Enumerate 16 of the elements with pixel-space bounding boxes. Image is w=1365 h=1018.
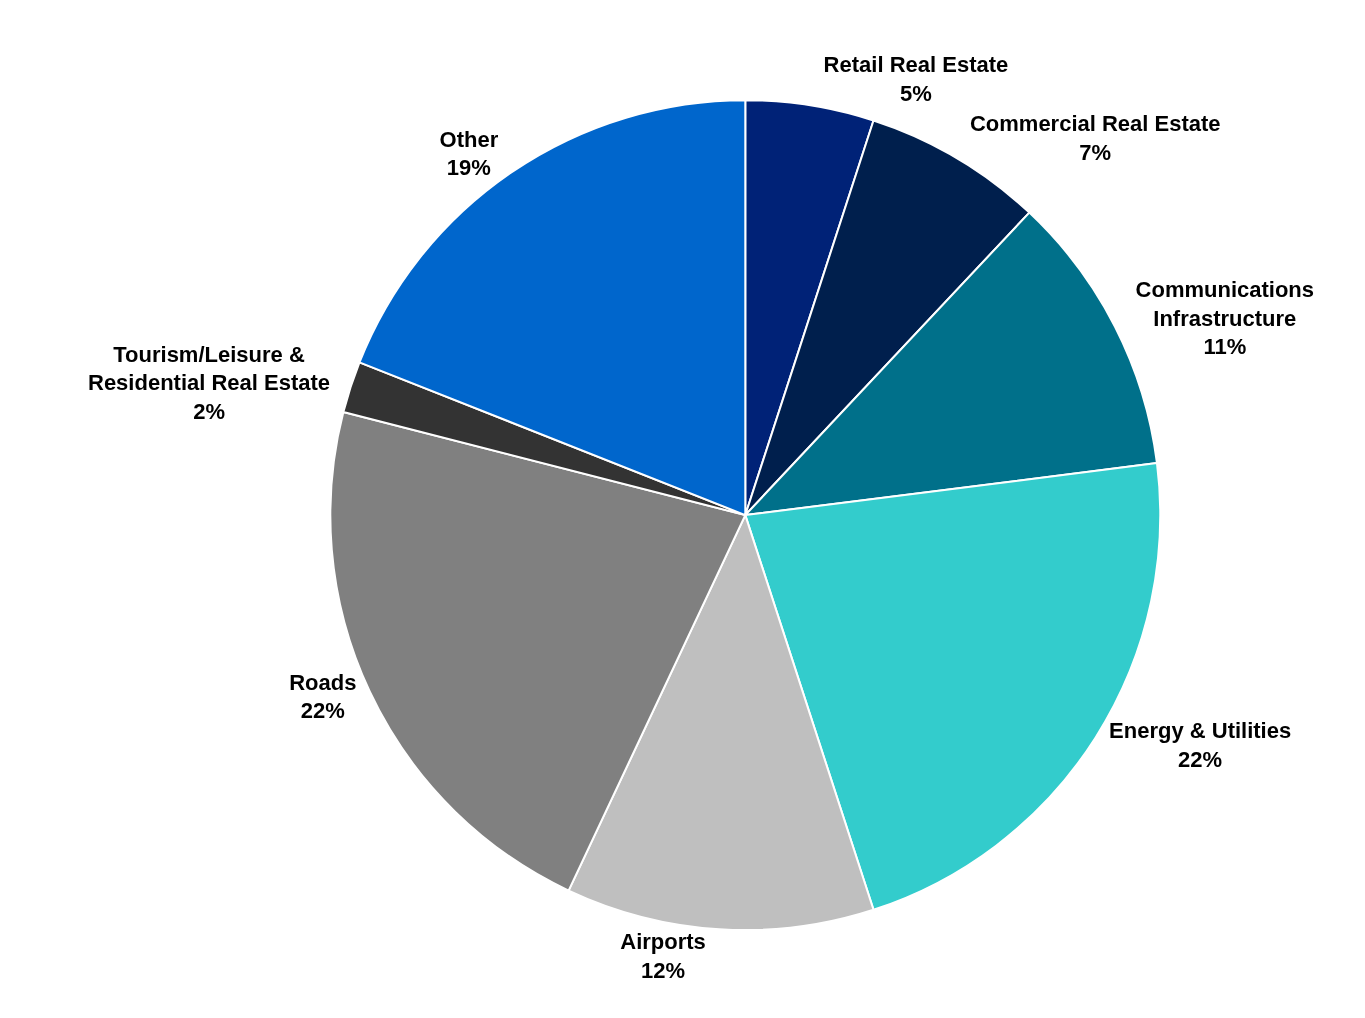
slice-label: Retail Real Estate [823,52,1009,78]
data-label: 19% [446,155,491,181]
slice-label: Airports [620,929,706,955]
slice-label: Roads [289,669,357,695]
slice-label: Energy & Utilities [1109,718,1292,744]
data-label: 22% [1178,746,1223,772]
slice-label: Communications Infrastructure [1135,277,1315,331]
data-label: 2% [193,399,225,425]
data-label: 11% [1203,334,1247,360]
data-label: 12% [641,957,686,983]
slice-label: Tourism/Leisure & Residential Real Estate [87,341,331,396]
data-label: 22% [300,698,345,724]
slice-label: Commercial Real Estate [969,111,1221,137]
data-label: 7% [1079,139,1112,165]
data-label: 5% [900,80,932,106]
slice-label: Other [439,126,499,152]
